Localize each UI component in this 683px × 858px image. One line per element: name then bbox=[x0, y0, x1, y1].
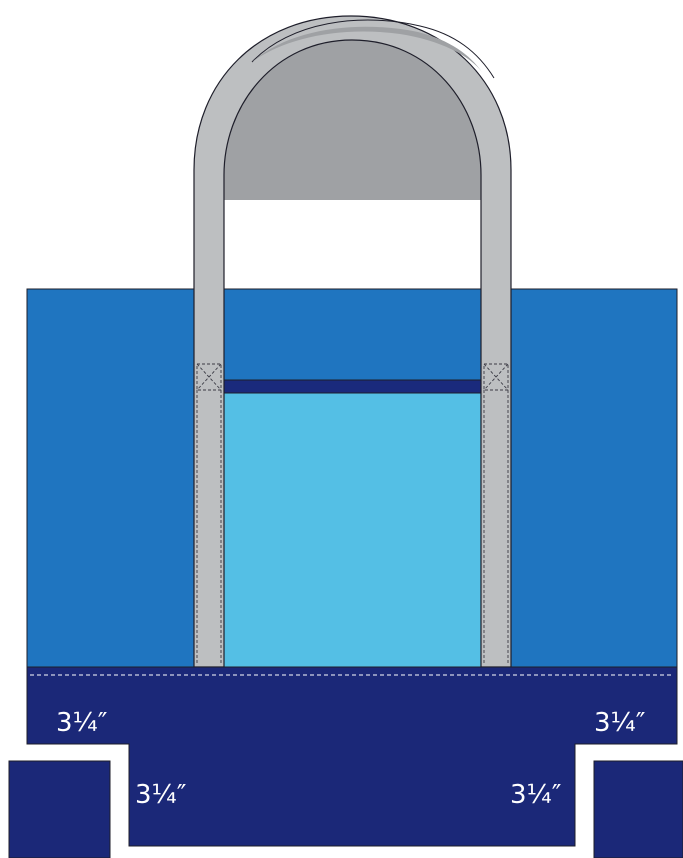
cutout-square-left bbox=[8, 760, 111, 858]
dimension-label-top-right: 3¼″ bbox=[594, 708, 646, 738]
strap-fold-shadow bbox=[252, 26, 482, 72]
strap bbox=[193, 15, 512, 668]
cutout-square-right bbox=[593, 760, 683, 858]
right-strap-stitching bbox=[483, 363, 509, 664]
pocket-band bbox=[223, 379, 482, 394]
left-strap-stitching bbox=[196, 363, 222, 664]
dimension-label-top-left: 3¼″ bbox=[56, 708, 108, 738]
dimension-label-lower-right: 3¼″ bbox=[510, 780, 562, 810]
bottom-panel bbox=[26, 666, 678, 847]
strap-inner-face bbox=[224, 16, 481, 200]
pocket-panel bbox=[223, 392, 482, 668]
strap-fold-line bbox=[251, 19, 495, 79]
dimension-label-lower-left: 3¼″ bbox=[135, 780, 187, 810]
